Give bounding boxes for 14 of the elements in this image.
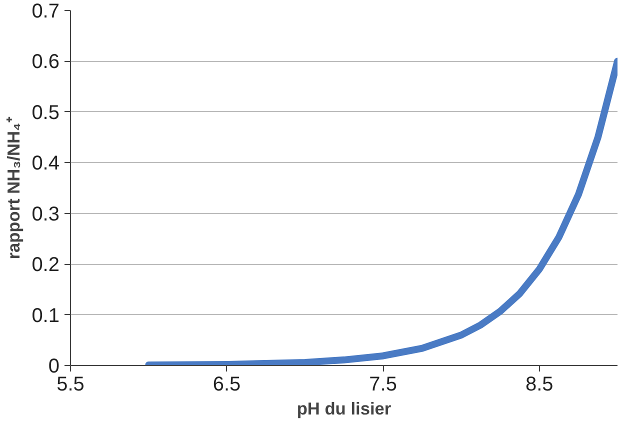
y-tick-label: 0.1 <box>32 304 60 327</box>
y-tick-label: 0.6 <box>32 51 60 74</box>
y-tick-label: 0.4 <box>32 152 60 175</box>
x-tick-label: 6.5 <box>212 374 241 396</box>
x-axis-title: pH du lisier <box>296 398 392 418</box>
y-axis-title: rapport NH₃/NH₄⁺ <box>4 116 24 260</box>
y-tick-label: 0.5 <box>32 102 60 124</box>
y-tick-label: 0.2 <box>32 254 60 276</box>
y-tick-label: 0.7 <box>32 0 60 22</box>
x-tick-label: 8.5 <box>525 374 554 396</box>
y-tick-label: 0 <box>48 356 60 378</box>
x-tick-label: 7.5 <box>369 374 397 396</box>
x-tick-label: 5.5 <box>56 374 84 396</box>
y-tick-label: 0.3 <box>32 203 60 226</box>
